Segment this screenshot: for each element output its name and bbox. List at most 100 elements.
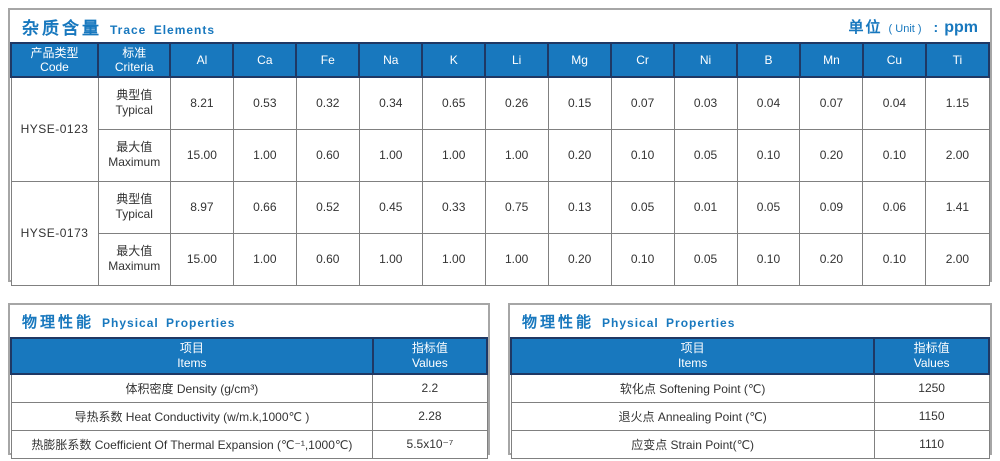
element-value-cell: 0.05 [673,128,738,182]
element-value-cell: 0.10 [862,232,927,286]
col-header-code-cn: 产品类型 [30,46,79,60]
col-header-element: Li [484,42,550,78]
unit-label-en: ( Unit ) [888,22,922,35]
physical-right-items-header: 项目 Items [509,337,876,375]
element-value-cell: 0.20 [547,128,612,182]
physical-left-items-header: 项目 Items [10,337,374,375]
element-value-cell: 0.03 [673,76,738,130]
col-header-element: Ti [924,42,991,78]
col-header-criteria-cn: 标准 [122,46,147,60]
property-item-cell: 退火点 Annealing Point (℃) [510,401,875,431]
physical-right-title-en: Physical Properties [602,315,736,330]
element-value-cell: 0.10 [736,232,801,286]
trace-data-row: 最大值 Maximum 15.00 1.00 0.60 1.00 1.00 1.00 0.20 0… [11,128,990,182]
trace-elements-title-row: 杂质含量 Trace Elements 单位 ( Unit ) : ppm [10,10,990,42]
element-value-cell: 0.53 [232,76,297,130]
physical-left-title-en: Physical Properties [102,315,236,330]
element-value-cell: 1.00 [484,232,549,286]
criteria-cell-en: Typical [115,207,153,221]
values-header-cn: 指标值 [411,341,448,355]
element-value-cell: 2.00 [925,128,990,182]
criteria-cell-en: Maximum [108,155,161,169]
physical-left-title-cn: 物理性能 [22,313,95,331]
property-value-cell: 2.28 [372,401,488,431]
unit-value: ppm [944,18,978,36]
element-value-cell: 0.07 [799,76,864,130]
criteria-cell: 典型值 Typical [97,76,171,130]
col-header-code-en: Code [40,60,69,74]
criteria-cell-cn: 最大值 [116,140,153,154]
element-value-cell: 0.20 [799,232,864,286]
element-value-cell: 0.13 [547,180,612,234]
element-value-cell: 0.34 [358,76,423,130]
element-value-cell: 1.00 [358,128,423,182]
element-value-cell: 0.26 [484,76,549,130]
col-header-element: Al [169,42,235,78]
element-value-cell: 0.65 [421,76,486,130]
values-header-en: Values [411,356,448,370]
criteria-cell-cn: 典型值 [116,88,153,103]
unit-label: 单位 ( Unit ) : ppm [849,16,978,37]
element-value-cell: 0.04 [736,76,801,130]
criteria-cell-cn: 最大值 [116,244,153,258]
element-value-cell: 0.52 [295,180,360,234]
col-header-element: Na [358,42,424,78]
trace-title-cn: 杂质含量 [22,18,102,38]
property-value-cell: 1110 [873,429,990,459]
col-header-element: Cr [610,42,676,78]
element-value-cell: 1.00 [232,128,297,182]
col-header-criteria: 标准 Criteria [97,42,172,78]
col-header-element: Fe [295,42,361,78]
items-header-cn: 项目 [179,341,204,355]
physical-property-row: 热膨胀系数 Coefficient Of Thermal Expansion (… [10,429,488,459]
trace-elements-title: 杂质含量 Trace Elements [22,14,215,39]
physical-right-title-row: 物理性能 Physical Properties [510,305,990,337]
trace-elements-section: 杂质含量 Trace Elements 单位 ( Unit ) : ppm 产品… [8,8,992,286]
trace-elements-table: 产品类型 Code 标准 Criteria Al Ca Fe Na K Li Mg Cr Ni B Mn Cu… [9,42,991,286]
element-value-cell: 15.00 [169,128,234,182]
element-value-cell: 0.04 [862,76,927,130]
criteria-cell-en: Maximum [108,259,161,273]
physical-properties-right-section: 物理性能 Physical Properties 项目 Items 指标值 Va… [508,303,992,459]
property-item-cell: 体积密度 Density (g/cm³) [10,373,374,403]
values-header-cn: 指标值 [913,341,950,355]
criteria-cell: 典型值 Typical [97,180,171,234]
unit-colon: : [933,18,939,35]
element-value-cell: 1.00 [232,232,297,286]
property-value-cell: 2.2 [372,373,488,403]
element-value-cell: 0.10 [736,128,801,182]
col-header-element: Ni [673,42,738,78]
element-value-cell: 0.05 [673,232,738,286]
physical-left-table: 项目 Items 指标值 Values 体积密度 Density (g/cm³)… [10,337,489,459]
element-value-cell: 0.33 [421,180,486,234]
element-value-cell: 0.32 [295,76,360,130]
criteria-cell-cn: 典型值 [116,192,153,206]
col-header-element: B [736,42,801,78]
element-value-cell: 0.60 [295,232,360,286]
col-header-element: Mg [547,42,613,78]
element-value-cell: 2.00 [925,232,990,286]
trace-data-row: HYSE-0123 典型值 Typical 8.21 0.53 0.32 0.34 0.65 0… [10,76,990,182]
physical-left-title-row: 物理性能 Physical Properties [10,305,488,337]
items-header-en: Items [677,356,708,370]
element-value-cell: 0.07 [610,76,675,130]
col-header-element: K [421,42,487,78]
product-code-cell: HYSE-0123 [10,76,99,182]
element-value-cell: 0.01 [673,180,738,234]
element-value-cell: 0.45 [358,180,423,234]
physical-property-row: 体积密度 Density (g/cm³) 2.2 [10,373,488,403]
element-value-cell: 1.00 [421,232,486,286]
physical-right-table: 项目 Items 指标值 Values 软化点 Softening Point … [509,337,990,459]
element-value-cell: 0.05 [610,180,675,234]
items-header-en: Items [177,356,207,370]
physical-property-row: 退火点 Annealing Point (℃) 1150 [510,401,990,431]
criteria-cell: 最大值 Maximum [97,128,171,182]
physical-right-title: 物理性能 Physical Properties [522,311,735,332]
element-value-cell: 1.41 [925,180,990,234]
element-value-cell: 0.10 [862,128,927,182]
element-value-cell: 8.21 [169,76,234,130]
col-header-code: 产品类型 Code [9,42,100,78]
criteria-cell: 最大值 Maximum [97,232,171,286]
element-value-cell: 1.00 [358,232,423,286]
